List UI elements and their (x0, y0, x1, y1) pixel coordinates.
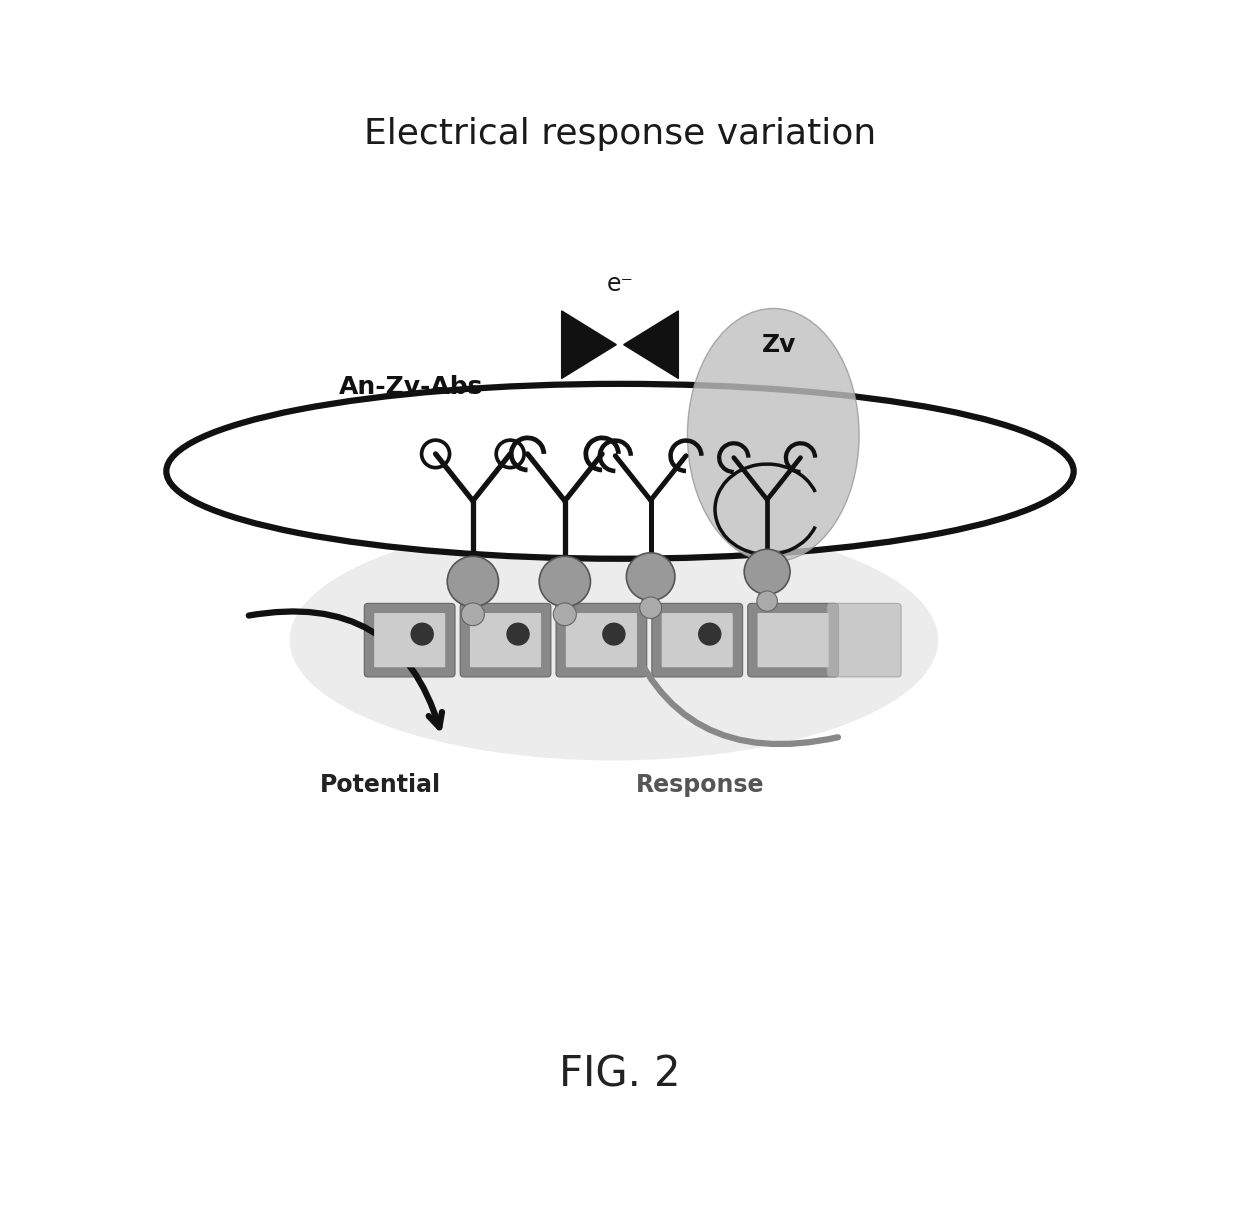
Circle shape (507, 623, 529, 645)
Text: Response: Response (635, 773, 764, 797)
Polygon shape (624, 311, 678, 378)
Ellipse shape (687, 309, 859, 561)
Ellipse shape (166, 384, 1074, 559)
Ellipse shape (290, 520, 939, 760)
FancyBboxPatch shape (365, 604, 455, 677)
FancyBboxPatch shape (827, 604, 901, 677)
Circle shape (698, 623, 720, 645)
Circle shape (539, 556, 590, 606)
Circle shape (626, 553, 675, 600)
Circle shape (461, 603, 485, 626)
Circle shape (744, 549, 790, 594)
FancyBboxPatch shape (565, 612, 637, 667)
FancyBboxPatch shape (652, 604, 743, 677)
FancyBboxPatch shape (460, 604, 551, 677)
FancyBboxPatch shape (758, 612, 828, 667)
FancyBboxPatch shape (556, 604, 647, 677)
Circle shape (553, 603, 577, 626)
Circle shape (756, 590, 777, 611)
Text: e⁻: e⁻ (606, 272, 634, 296)
Circle shape (412, 623, 433, 645)
Text: Electrical response variation: Electrical response variation (363, 117, 877, 150)
Circle shape (448, 556, 498, 606)
FancyBboxPatch shape (662, 612, 733, 667)
Polygon shape (562, 311, 616, 378)
Text: FIG. 2: FIG. 2 (559, 1053, 681, 1096)
Circle shape (603, 623, 625, 645)
Text: An-Zv-Abs: An-Zv-Abs (340, 375, 484, 399)
Text: Zv: Zv (763, 333, 796, 356)
FancyBboxPatch shape (748, 604, 838, 677)
Circle shape (640, 597, 662, 619)
FancyBboxPatch shape (470, 612, 541, 667)
FancyBboxPatch shape (374, 612, 445, 667)
Text: Potential: Potential (320, 773, 441, 797)
